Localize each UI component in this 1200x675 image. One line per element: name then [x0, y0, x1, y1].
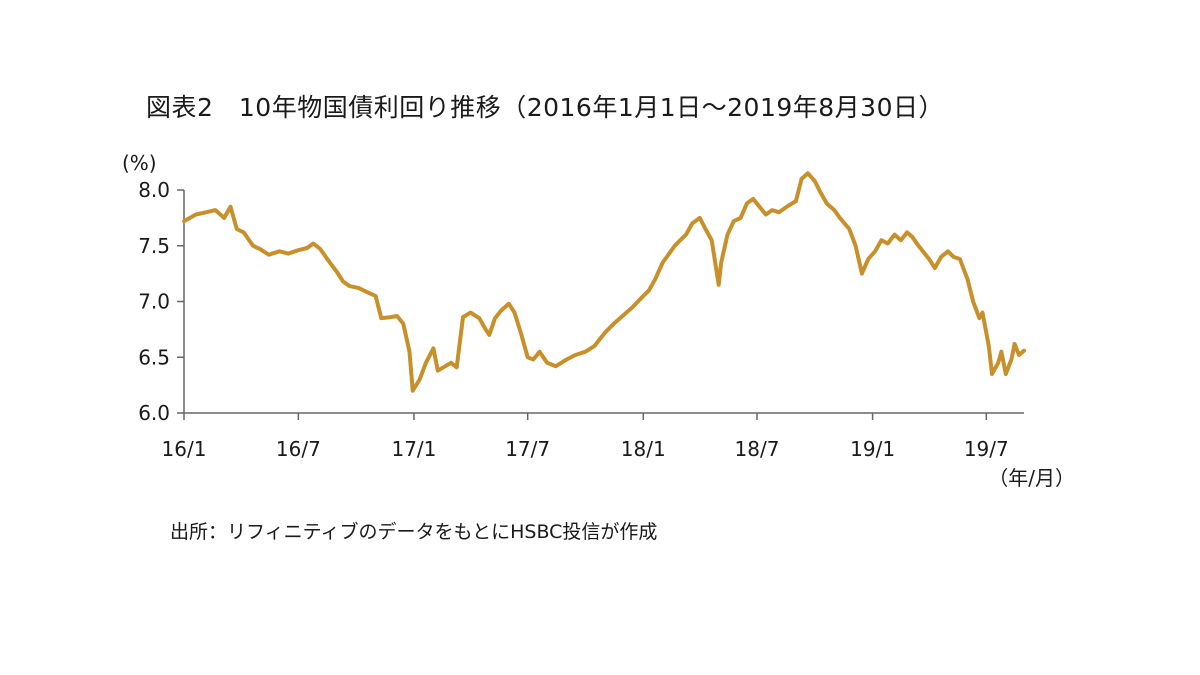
- source-note: 出所：リフィニティブのデータをもとにHSBC投信が作成: [170, 521, 658, 543]
- x-tick-label: 19/7: [964, 437, 1009, 461]
- x-tick-label: 18/1: [621, 437, 666, 461]
- y-tick-label: 7.5: [138, 234, 170, 258]
- y-axis: (%): [122, 151, 185, 413]
- y-ticks: 6.0 6.5 7.0 7.5 8.0: [138, 178, 184, 425]
- x-tick-label: 16/7: [276, 437, 321, 461]
- series-line: [182, 171, 1026, 393]
- y-tick-label: 6.5: [138, 345, 170, 369]
- x-tick-label: 18/7: [735, 437, 780, 461]
- y-tick-label: 6.0: [138, 401, 170, 425]
- x-tick-label: 17/1: [391, 437, 436, 461]
- x-axis-label: （年/月）: [988, 466, 1075, 490]
- x-tick-label: 17/7: [505, 437, 550, 461]
- x-tick-label: 19/1: [850, 437, 895, 461]
- y-tick-label: 8.0: [138, 178, 170, 202]
- x-tick-label: 16/1: [162, 437, 207, 461]
- chart-title: 図表2 10年物国債利回り推移（2016年1月1日～2019年8月30日）: [146, 93, 944, 122]
- y-axis-label: (%): [122, 151, 157, 175]
- x-ticks: 16/1 16/7 17/1 17/7 18/1 18/7 19/1 19/7: [162, 413, 1009, 461]
- series-group: [182, 171, 1026, 393]
- y-tick-label: 7.0: [138, 290, 170, 314]
- x-axis: （年/月）: [184, 412, 1075, 490]
